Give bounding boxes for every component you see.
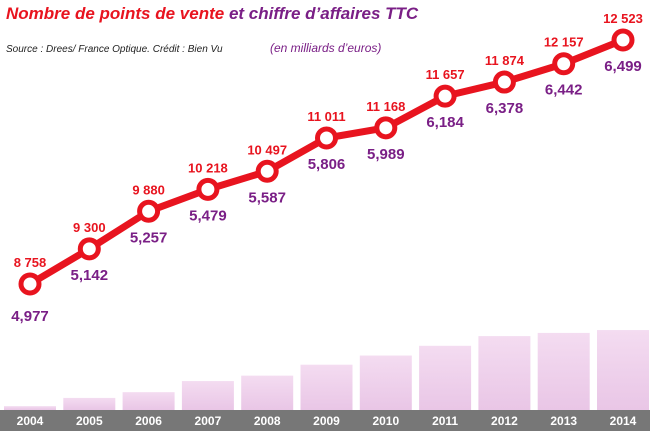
- line-point-2007: [196, 177, 220, 201]
- bar-label-2005: 5,142: [71, 267, 109, 284]
- line-point-2011: [433, 84, 457, 108]
- line-label-2012: 11 874: [485, 53, 525, 68]
- x-tick-2014: 2014: [610, 414, 637, 428]
- line-label-2009: 11 011: [307, 109, 345, 124]
- bar-label-2014: 6,499: [604, 58, 642, 75]
- x-tick-2006: 2006: [135, 414, 162, 428]
- x-tick-2011: 2011: [432, 414, 458, 428]
- x-tick-2008: 2008: [254, 414, 281, 428]
- line-point-2009: [315, 126, 338, 150]
- bar-2012: [478, 336, 531, 410]
- x-tick-2010: 2010: [372, 414, 399, 428]
- bar-2008: [241, 375, 294, 410]
- line-point-2008: [255, 159, 279, 183]
- bar-label-2007: 5,479: [189, 207, 227, 224]
- bar-label-2011: 6,184: [426, 114, 464, 131]
- x-tick-2009: 2009: [313, 414, 340, 428]
- line-point-2005: [77, 237, 101, 261]
- line-label-2010: 11 168: [366, 99, 405, 114]
- line-label-2005: 9 300: [73, 220, 106, 235]
- line-label-2006: 9 880: [132, 182, 165, 197]
- line-point-2004: [18, 272, 42, 296]
- x-tick-2004: 2004: [17, 414, 44, 428]
- bar-label-2008: 5,587: [248, 189, 286, 206]
- line-point-2010: [374, 116, 398, 140]
- title-part-count: Nombre de points de vente: [6, 4, 225, 23]
- line-label-2004: 8 758: [14, 255, 47, 270]
- bar-2006: [122, 392, 175, 410]
- chart-title: Nombre de points de vente et chiffre d’a…: [6, 4, 418, 24]
- bar-2004: [4, 406, 56, 410]
- line-label-2014: 12 523: [603, 11, 643, 26]
- line-point-2013: [552, 52, 576, 76]
- bar-2014: [597, 330, 649, 410]
- line-label-2008: 10 497: [247, 142, 287, 157]
- bar-2013: [537, 332, 590, 410]
- line-label-2013: 12 157: [544, 35, 584, 50]
- line-point-2012: [492, 70, 516, 94]
- x-tick-2012: 2012: [491, 414, 518, 428]
- x-tick-2007: 2007: [195, 414, 222, 428]
- bar-label-2010: 5,989: [367, 146, 405, 163]
- bar-label-2006: 5,257: [130, 229, 168, 246]
- bar-2005: [63, 397, 116, 410]
- line-label-2011: 11 657: [426, 67, 465, 82]
- bar-label-2012: 6,378: [486, 100, 524, 117]
- bar-2009: [300, 364, 353, 410]
- bar-label-2013: 6,442: [545, 82, 583, 99]
- line-label-2007: 10 218: [188, 160, 228, 175]
- bar-label-2004: 4,977: [11, 308, 49, 325]
- line-point-2014: [611, 28, 635, 52]
- bar-2010: [359, 355, 412, 410]
- bar-label-2009: 5,806: [308, 156, 346, 173]
- line-point-2006: [137, 199, 161, 223]
- title-part-revenue: et chiffre d’affaires TTC: [228, 4, 419, 23]
- x-tick-2005: 2005: [76, 414, 103, 428]
- bar-2007: [181, 381, 234, 410]
- x-tick-2013: 2013: [550, 414, 577, 428]
- bar-2011: [419, 345, 472, 410]
- source-note: Source : Drees/ France Optique. Crédit :…: [6, 44, 223, 55]
- x-axis-band: [0, 410, 650, 431]
- unit-note: (en milliards d’euros): [270, 41, 382, 55]
